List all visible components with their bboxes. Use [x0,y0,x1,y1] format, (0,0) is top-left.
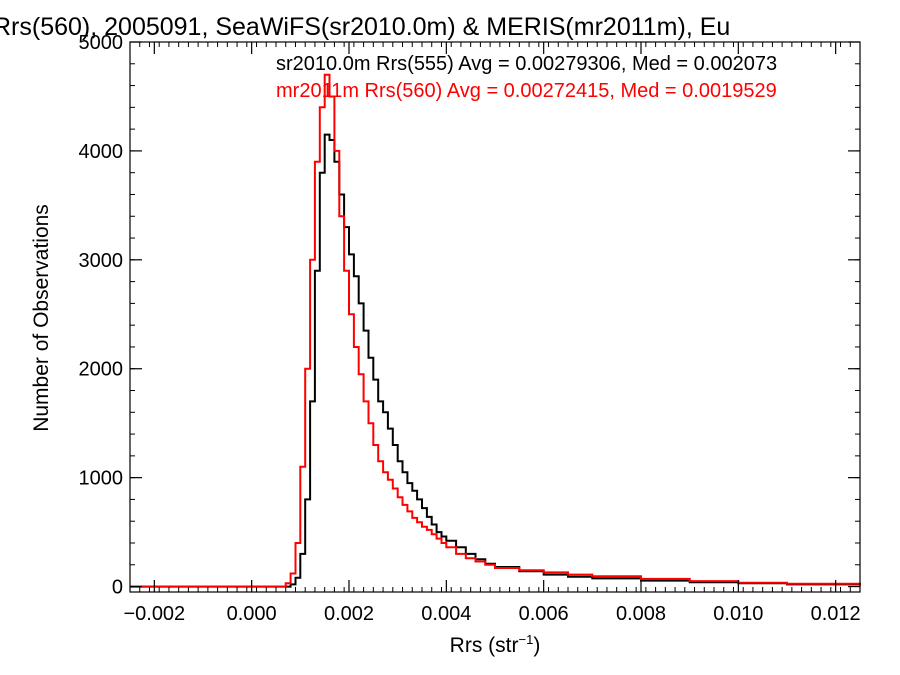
series-line-2 [130,73,861,588]
y-tick-label: 2000 [79,359,124,381]
x-axis-title-text: Rrs (str [450,634,519,657]
x-tick-label: 0.000 [227,603,277,625]
x-tick-label: 0.004 [421,603,471,625]
y-axis: 0 1000 2000 3000 4000 5000 [79,32,860,599]
y-tick-label: 5000 [79,32,124,54]
y-tick-label: 3000 [79,250,124,272]
x-axis-title-close: ) [533,634,540,657]
series-line-1 [130,133,861,588]
legend-entry-series-1: sr2010.0m Rrs(555) Avg = 0.00279306, Med… [276,53,777,75]
chart-title: Rrs(560), 2005091, SeaWiFS(sr2010.0m) & … [0,13,730,41]
x-axis: −0.002 0.000 0.002 0.004 0.006 0.008 0.010 0.01… [123,42,861,625]
legend: sr2010.0m Rrs(555) Avg = 0.00279306, Med… [276,53,777,102]
x-tick-label: 0.008 [616,603,666,625]
plot-frame [129,41,861,593]
x-axis-title: Rrs (str−1) [450,632,541,657]
legend-entry-series-2: mr2011m Rrs(560) Avg = 0.00272415, Med =… [276,80,777,102]
x-tick-label: 0.002 [324,603,374,625]
x-tick-label: 0.010 [713,603,763,625]
y-tick-label: 0 [112,577,123,599]
x-tick-label: 0.012 [811,603,861,625]
x-tick-label: 0.006 [519,603,569,625]
series-layer [130,73,861,588]
y-tick-label: 4000 [79,141,124,163]
y-axis-title: Number of Observations [30,204,53,432]
y-tick-label: 1000 [79,468,124,490]
x-tick-label: −0.002 [123,603,185,625]
x-axis-title-superscript: −1 [519,632,534,647]
